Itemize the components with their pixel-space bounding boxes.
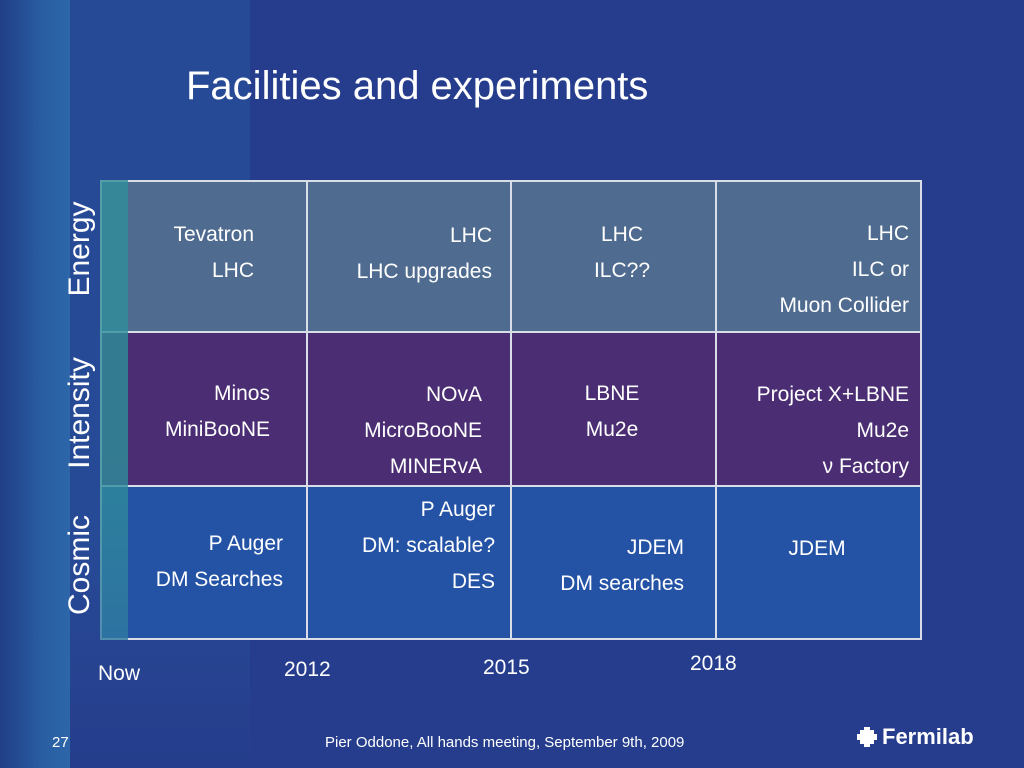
cell-intensity-2018: Project X+LBNE Mu2e ν Factory	[756, 383, 909, 478]
now-highlight-band	[100, 180, 128, 640]
cell-cosmic-2012: P Auger DM: scalable? DES	[361, 498, 495, 593]
page-number: 27	[52, 734, 69, 751]
time-label-2018: 2018	[690, 652, 737, 675]
grid-line	[920, 180, 922, 640]
time-label-2015: 2015	[483, 656, 530, 679]
background-decoration	[0, 0, 70, 768]
cell-intensity-now: Minos MiniBooNE	[164, 382, 270, 441]
cell-energy-now: Tevatron LHC	[173, 223, 254, 282]
slide-title: Facilities and experiments	[186, 64, 649, 108]
facilities-table	[100, 180, 922, 640]
cell-energy-2015: LHC ILC??	[593, 223, 651, 282]
cell-energy-2018: LHC ILC or Muon Collider	[779, 222, 909, 317]
footer-text: Pier Oddone, All hands meeting, Septembe…	[325, 734, 685, 751]
row-label-cosmic: Cosmic	[63, 515, 96, 616]
fermilab-logo-text: Fermilab	[882, 724, 974, 749]
fermilab-logo-icon	[857, 727, 877, 747]
grid-line	[715, 180, 717, 640]
cell-energy-2012: LHC LHC upgrades	[356, 224, 492, 283]
cell-cosmic-now: P Auger DM Searches	[155, 532, 283, 591]
cell-cosmic-2015: JDEM DM searches	[560, 536, 684, 595]
row-label-intensity: Intensity	[63, 357, 96, 469]
cell-cosmic-2018: JDEM	[788, 537, 846, 560]
time-label-2012: 2012	[284, 658, 331, 681]
cell-intensity-2012: NOvA MicroBooNE MINERvA	[364, 383, 482, 478]
cell-intensity-2015: LBNE Mu2e	[584, 382, 640, 441]
time-label-now: Now	[98, 662, 141, 685]
row-label-energy: Energy	[63, 201, 96, 297]
grid-line	[510, 180, 512, 640]
grid-line	[306, 180, 308, 640]
fermilab-logo: Fermilab	[856, 724, 974, 750]
